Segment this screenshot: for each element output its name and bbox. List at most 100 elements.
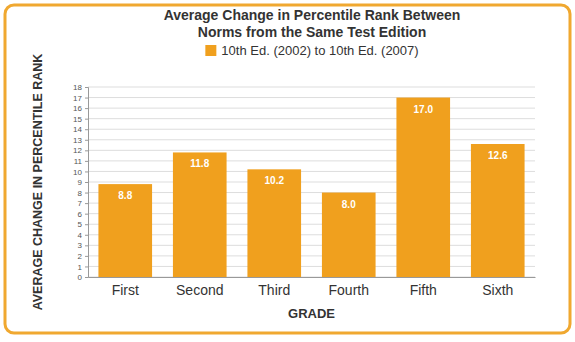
y-tick-label: 2 [78, 252, 83, 261]
y-axis: 0123456789101112131415161718 [73, 83, 88, 282]
grid-line [88, 234, 535, 235]
title-line: Norms from the Same Test Edition [198, 24, 426, 40]
y-tick-label: 11 [74, 157, 83, 166]
y-tick: 11 [74, 157, 88, 166]
y-tick-mark [85, 108, 88, 109]
y-tick: 17 [73, 94, 88, 103]
grid-line [88, 255, 535, 256]
grid-line [88, 203, 535, 204]
bar [471, 144, 525, 277]
grid-line [88, 160, 535, 161]
x-tick-label: Fifth [410, 282, 437, 298]
y-tick-label: 4 [78, 231, 83, 240]
y-tick: 16 [73, 104, 88, 113]
data-label: 17.0 [414, 104, 434, 115]
y-tick: 9 [78, 178, 88, 187]
grid-line [88, 118, 535, 119]
grid-line [88, 97, 535, 98]
y-tick-label: 8 [78, 189, 83, 198]
y-tick: 12 [73, 146, 88, 155]
bar [396, 98, 450, 277]
chart-container: 01234567891011121314151617188.811.810.28… [0, 0, 575, 342]
y-tick-mark [85, 193, 88, 194]
y-tick-mark [85, 235, 88, 236]
y-tick-mark [85, 266, 88, 267]
x-tick-label: Third [258, 282, 290, 298]
grid-line [88, 150, 535, 151]
x-tick: Fifth [410, 277, 437, 298]
grid [88, 87, 535, 277]
bar [173, 152, 227, 277]
grid-line [88, 213, 535, 214]
grid-line [88, 266, 535, 267]
legend: 10th Ed. (2002) to 10th Ed. (2007) [205, 43, 418, 58]
y-tick: 2 [78, 252, 88, 261]
grid-line [88, 87, 535, 88]
y-tick: 6 [78, 210, 88, 219]
y-tick-mark [85, 214, 88, 215]
y-tick-label: 7 [78, 199, 83, 208]
x-axis-title: GRADE [288, 306, 335, 321]
y-tick-mark [85, 277, 88, 278]
legend-item: 10th Ed. (2002) to 10th Ed. (2007) [205, 43, 418, 58]
x-axis-line [89, 277, 536, 278]
data-label: 10.2 [265, 175, 285, 186]
y-tick: 4 [78, 231, 88, 240]
data-label: 8.0 [342, 199, 356, 210]
legend-label: 10th Ed. (2002) to 10th Ed. (2007) [221, 43, 418, 58]
x-tick: Second [176, 277, 223, 298]
y-tick-label: 16 [73, 104, 82, 113]
y-tick: 1 [78, 263, 88, 272]
y-tick-mark [85, 161, 88, 162]
grid-line [88, 171, 535, 172]
y-tick: 14 [73, 125, 88, 134]
y-tick-label: 12 [73, 146, 82, 155]
grid-line [88, 108, 535, 109]
x-tick: Fourth [329, 277, 369, 298]
y-tick: 5 [78, 220, 88, 229]
x-tick-label: Fourth [329, 282, 369, 298]
bar [247, 169, 301, 277]
x-axis: First Second Third Fourth Fifth Sixth [89, 277, 536, 298]
y-tick-label: 13 [73, 136, 82, 145]
y-tick-label: 0 [78, 273, 83, 282]
y-tick-label: 15 [73, 115, 82, 124]
title: Average Change in Percentile Rank Betwee… [164, 7, 461, 40]
x-tick-label: First [112, 282, 139, 298]
y-tick-label: 17 [73, 94, 82, 103]
bars [98, 98, 524, 277]
y-tick-mark [85, 182, 88, 183]
y-tick: 18 [73, 83, 88, 92]
y-tick: 10 [73, 168, 88, 177]
y-tick-label: 18 [73, 83, 82, 92]
grid-line [88, 224, 535, 225]
x-tick: First [112, 277, 139, 298]
data-labels: 8.811.810.28.017.012.6 [118, 104, 508, 210]
y-tick-mark [85, 203, 88, 204]
y-tick-mark [85, 98, 88, 99]
bar [322, 193, 376, 277]
grid-line [88, 192, 535, 193]
y-tick-mark [85, 140, 88, 141]
y-tick-label: 5 [78, 220, 83, 229]
y-tick-label: 1 [78, 263, 83, 272]
grid-line [88, 129, 535, 130]
frame [5, 5, 570, 333]
y-tick-mark [85, 224, 88, 225]
y-tick-mark [85, 87, 88, 88]
y-tick: 3 [78, 241, 88, 250]
x-tick-label: Sixth [482, 282, 513, 298]
y-tick-label: 3 [78, 241, 83, 250]
x-tick: Third [258, 277, 290, 298]
y-tick: 0 [78, 273, 88, 282]
y-tick-label: 6 [78, 210, 83, 219]
legend-swatch [205, 45, 216, 56]
y-tick-mark [85, 245, 88, 246]
y-tick-label: 14 [73, 125, 82, 134]
x-tick: Sixth [482, 277, 513, 298]
y-tick-label: 10 [73, 168, 82, 177]
y-tick-mark [85, 171, 88, 172]
chart-svg: 01234567891011121314151617188.811.810.28… [0, 0, 575, 342]
y-tick: 7 [78, 199, 88, 208]
y-tick-mark [85, 256, 88, 257]
